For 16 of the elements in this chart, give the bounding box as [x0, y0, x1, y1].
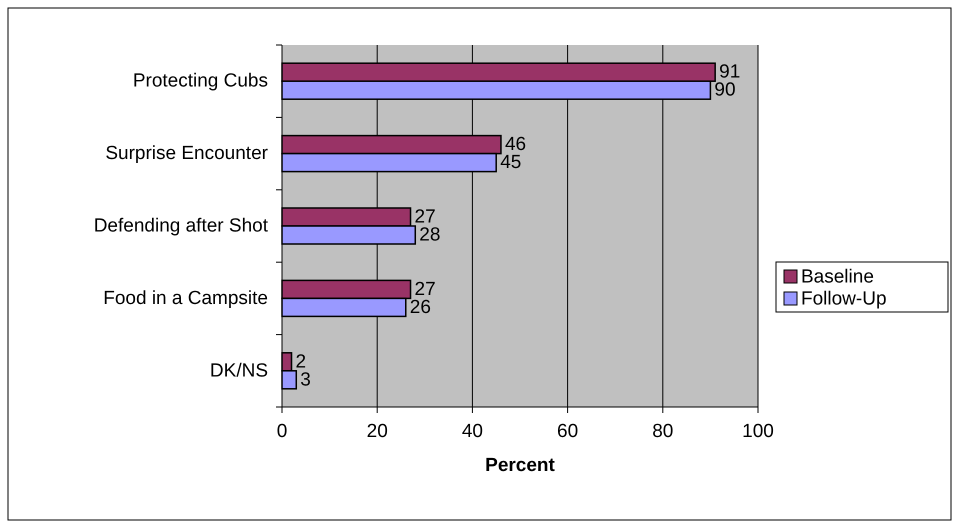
legend-label: Baseline [801, 266, 874, 288]
x-tick-label: 40 [462, 421, 483, 442]
x-tick-label: 100 [742, 421, 774, 442]
x-tick-label: 0 [276, 421, 288, 442]
data-label: 28 [419, 224, 440, 246]
y-tick-label: Protecting Cubs [132, 70, 268, 92]
x-axis-title: Percent [485, 455, 556, 476]
y-tick-label: Defending after Shot [94, 216, 269, 236]
y-tick-label: DK/NS [210, 360, 268, 382]
data-label: 27 [414, 206, 436, 228]
y-tick-label: Surprise Encounter [105, 143, 269, 164]
x-tick-label: 60 [557, 421, 578, 442]
x-tick-label: 80 [652, 421, 674, 442]
legend-label: Follow-Up [801, 288, 887, 310]
x-tick-label: 20 [366, 421, 388, 442]
y-tick-label: Food in a Campsite [103, 288, 268, 309]
